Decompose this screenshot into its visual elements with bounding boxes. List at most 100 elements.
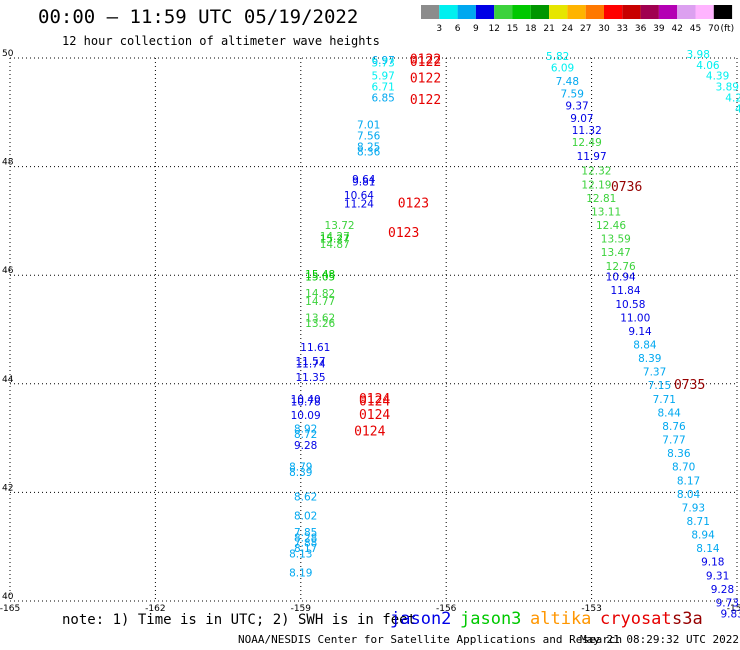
x-tick-label: -153 [581, 604, 601, 614]
wave-height-label: 8.72 [294, 429, 317, 441]
wave-height-label: 15.48 [305, 269, 335, 281]
wave-height-label: 10.94 [606, 272, 636, 284]
wave-height-label: 8.44 [657, 407, 681, 419]
wave-height-label: 14.82 [305, 288, 335, 300]
y-tick-label: 50 [2, 49, 14, 59]
wave-height-label: 6.09 [551, 63, 574, 75]
legend-swatch [585, 5, 604, 19]
wave-height-label: 9.18 [701, 557, 724, 569]
y-tick-label: 48 [2, 158, 14, 168]
wave-height-label: 13.26 [305, 318, 335, 330]
wave-height-label: 8.02 [294, 511, 317, 523]
wave-height-label: 12.19 [581, 179, 611, 191]
wave-height-label: 8.79 [289, 462, 312, 474]
wave-height-label: 10.58 [615, 299, 645, 311]
wave-height-label: 12.32 [581, 166, 611, 178]
y-tick-label: 46 [2, 266, 14, 276]
wave-height-label: 8.84 [633, 340, 657, 352]
legend-tick-label: 15 [507, 24, 518, 34]
wave-height-label: 11.84 [610, 285, 640, 297]
legend-swatch [713, 5, 733, 19]
y-tick-label: 44 [2, 375, 14, 385]
wave-height-label: 15.05 [305, 272, 335, 284]
wave-height-label: 10.78 [291, 397, 321, 409]
wave-height-label: 8.92 [294, 424, 317, 436]
wave-height-label: 7.71 [653, 394, 676, 406]
wave-height-label: 8.17 [677, 475, 700, 487]
wave-height-label: 10.09 [291, 410, 321, 422]
legend-tick-label: 9 [473, 24, 479, 34]
wave-height-label: 6.71 [371, 82, 394, 94]
legend-altika: altika [530, 609, 592, 629]
wave-height-label: 12.76 [606, 261, 636, 273]
pass-time-label: 0124 [354, 424, 385, 439]
pass-time-label: 0122 [410, 71, 441, 86]
wave-height-label: 7.37 [643, 367, 666, 379]
wave-height-label: 8.17 [294, 543, 317, 555]
wave-height-label: 8.39 [638, 353, 661, 365]
footer-note: note: 1) Time is in UTC; 2) SWH is in fe… [62, 612, 417, 628]
legend-swatch [677, 5, 696, 19]
legend-swatch [530, 5, 550, 19]
wave-height-label: 8.62 [294, 492, 317, 504]
y-tick-label: 42 [2, 483, 13, 493]
wave-height-label: 8.14 [696, 543, 720, 555]
x-tick-label: -159 [291, 604, 312, 614]
wave-height-label: 7.93 [682, 502, 705, 514]
wave-height-label: 15.27 [320, 234, 350, 246]
wave-height-label: 11.74 [295, 359, 325, 371]
legend-swatch [457, 5, 476, 19]
timestamp: May 21 08:29:32 UTC 2022 [580, 633, 739, 646]
wave-height-label: 7.59 [561, 89, 584, 101]
wave-height-label: 3.98 [687, 49, 710, 61]
x-tick-label: -162 [145, 604, 165, 614]
wave-height-label: 9.37 [565, 101, 588, 113]
credit-text: NOAA/NESDIS Center for Satellite Applica… [238, 633, 623, 646]
legend-swatch [439, 5, 458, 19]
legend-s3a: s3a [672, 609, 703, 629]
legend-tick-label: 12 [488, 24, 499, 34]
wave-height-label: 9.73 [716, 597, 739, 609]
wave-height-label: 4.39 [706, 71, 729, 83]
wave-height-label: 10.64 [344, 190, 374, 202]
legend-swatch [475, 5, 495, 19]
legend-unit: (ft) [721, 24, 735, 34]
legend-swatch [695, 5, 714, 19]
legend-swatch [549, 5, 568, 19]
wave-height-label: 14.87 [320, 239, 350, 251]
x-tick-label: -156 [436, 604, 457, 614]
wave-height-label: 7.15 [648, 380, 671, 392]
legend-tick-label: 6 [455, 24, 461, 34]
wave-height-label: 13.47 [601, 247, 631, 259]
wave-height-label: 10.40 [291, 394, 321, 406]
wave-height-label: 12.81 [586, 193, 616, 205]
color-legend: 3 6 9 12 15 18 21 24 27 30 33 36 39 42 45 70 (ft) [421, 5, 735, 34]
wave-height-label: 6.85 [371, 92, 394, 104]
legend-tick-label: 21 [543, 24, 554, 34]
wave-height-label: 5.82 [546, 51, 569, 63]
wave-height-label: 4.15 [735, 103, 740, 115]
legend-swatch [567, 5, 586, 19]
wave-height-label: 9.81 [352, 177, 375, 189]
wave-height-label: 8.36 [667, 448, 691, 460]
wave-height-label: 9.14 [628, 326, 652, 338]
wave-height-label: 11.61 [300, 342, 330, 354]
pass-time-label: 0123 [398, 196, 429, 211]
pass-time-label: 0736 [611, 180, 642, 195]
pass-time-label: 0735 [674, 378, 705, 393]
wave-height-label: 9.07 [570, 113, 593, 125]
wave-height-label: 11.35 [295, 372, 325, 384]
chart-subtitle: 12 hour collection of altimeter wave hei… [62, 34, 380, 48]
legend-swatch [622, 5, 641, 19]
x-tick-label: -150 [727, 604, 740, 614]
wave-height-label: 14.27 [320, 231, 350, 243]
pass-time-label: 0122 [410, 55, 441, 70]
wave-height-label: 9.28 [711, 584, 734, 596]
wave-height-label: 8.70 [672, 462, 695, 474]
wave-height-label: 7.01 [357, 120, 380, 132]
legend-swatch [494, 5, 513, 19]
wave-height-label: 11.32 [572, 125, 602, 137]
wave-height-label: 8.13 [289, 549, 312, 561]
wave-height-label: 11.97 [577, 151, 607, 163]
legend-swatch [512, 5, 531, 19]
